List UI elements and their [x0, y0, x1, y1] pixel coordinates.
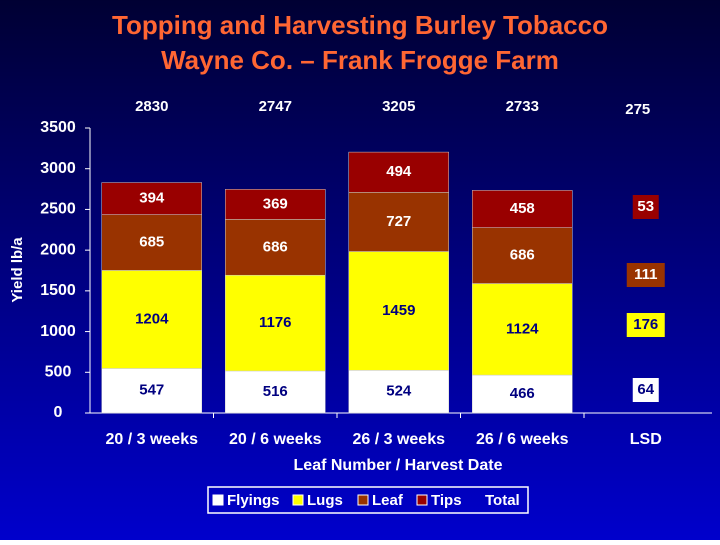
data-label: 547 [139, 382, 164, 399]
x-tick-label: 20 / 3 weeks [105, 431, 198, 448]
bar-segment [472, 190, 573, 228]
data-label: 466 [510, 385, 535, 402]
total-label: 2747 [259, 98, 292, 115]
y-tick-label: 1000 [40, 323, 76, 340]
lsd-total: 275 [625, 101, 650, 118]
bar-segment [472, 227, 573, 284]
total-label: 2830 [135, 98, 168, 115]
data-label: 516 [263, 383, 288, 400]
legend-label: Total [485, 492, 520, 509]
total-label: 3205 [382, 98, 415, 115]
chart-title: Wayne Co. – Frank Frogge Farm [161, 45, 559, 75]
bar-segment [348, 192, 449, 252]
y-tick-label: 3000 [40, 160, 76, 177]
bar-segment [101, 182, 202, 215]
lsd-box [632, 378, 659, 402]
bar-segment [472, 283, 573, 376]
legend-label: Tips [431, 492, 462, 509]
x-tick-label: 26 / 3 weeks [352, 431, 445, 448]
legend-swatch [357, 494, 369, 506]
lsd-value: 53 [637, 198, 654, 215]
data-label: 394 [139, 190, 165, 207]
y-tick-label: 2500 [40, 201, 76, 218]
lsd-value: 64 [637, 381, 654, 398]
bar-segment [101, 270, 202, 369]
lsd-value: 111 [634, 266, 657, 283]
y-tick-label: 3500 [40, 119, 76, 136]
data-label: 1204 [135, 310, 169, 327]
data-label: 524 [386, 383, 412, 400]
bar-segment [472, 374, 573, 414]
data-label: 494 [386, 163, 412, 180]
data-label: 686 [263, 238, 288, 255]
x-tick-label: 26 / 6 weeks [476, 431, 569, 448]
y-axis-title: Yield lb/a [9, 237, 26, 303]
bar-segment [101, 368, 202, 414]
total-label: 2733 [506, 98, 539, 115]
x-tick-label: LSD [630, 431, 662, 448]
data-label: 685 [139, 233, 164, 250]
legend-label: Leaf [372, 492, 404, 509]
x-axis-title: Leaf Number / Harvest Date [294, 457, 503, 474]
bar-segment [225, 219, 326, 276]
data-label: 727 [386, 213, 411, 230]
bar-segment [225, 370, 326, 414]
legend-label: Lugs [307, 492, 343, 509]
lsd-box [626, 263, 665, 287]
legend-label: Flyings [227, 492, 280, 509]
data-label: 686 [510, 247, 535, 264]
chart-title: Topping and Harvesting Burley Tobacco [112, 10, 608, 40]
legend-box [207, 486, 529, 514]
data-label: 458 [510, 200, 535, 217]
legend-swatch [416, 494, 428, 506]
data-label: 1124 [506, 320, 539, 337]
lsd-box [632, 195, 659, 219]
y-tick-label: 2000 [40, 241, 76, 258]
bar-segment [348, 151, 449, 193]
lsd-value: 176 [633, 316, 658, 333]
data-label: 1176 [259, 314, 292, 331]
bar-segment [101, 214, 202, 271]
data-label: 1459 [382, 302, 415, 319]
bar-segment [225, 189, 326, 220]
legend-swatch [212, 494, 224, 506]
data-label: 369 [263, 195, 288, 212]
y-tick-label: 1500 [40, 282, 76, 299]
y-tick-label: 500 [45, 364, 72, 381]
lsd-box [626, 313, 665, 337]
bar-segment [348, 370, 449, 414]
bar-segment [225, 274, 326, 372]
y-tick-label: 0 [54, 404, 63, 421]
x-tick-label: 20 / 6 weeks [229, 431, 322, 448]
legend-swatch [292, 494, 304, 506]
